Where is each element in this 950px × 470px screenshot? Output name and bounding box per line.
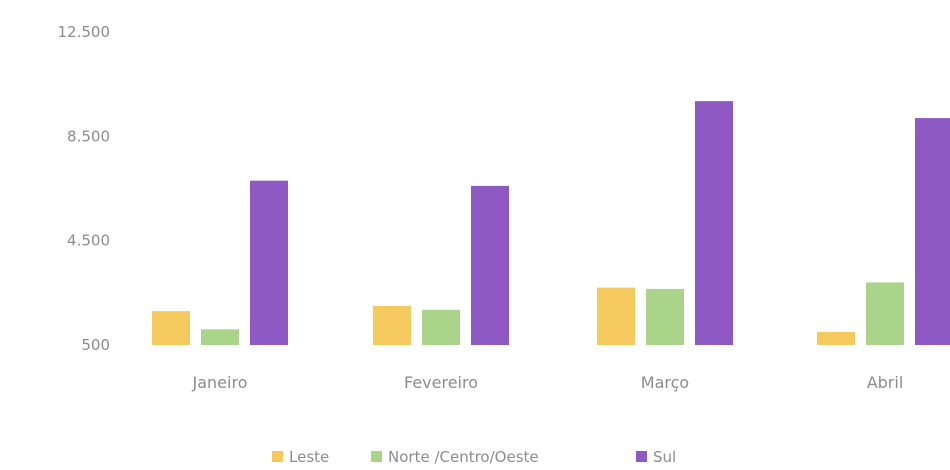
legend-label: Leste [289,448,329,466]
legend-label: Norte /Centro/Oeste [388,448,539,466]
y-tick-label: 12.500 [58,23,111,41]
y-tick-label: 8.500 [67,127,110,145]
x-tick-label: Março [641,373,689,392]
bar-leste-fevereiro [373,305,411,345]
bar-norte-centro-oeste-janeiro [201,329,239,345]
bar-norte-centro-oeste-mar-o [646,288,684,345]
bar-norte-centro-oeste-fevereiro [422,309,460,345]
bar-leste-abril [817,331,855,345]
bar-norte-centro-oeste-abril [866,282,904,345]
y-tick-label: 500 [81,336,110,354]
legend-swatch [371,451,382,462]
bar-leste-janeiro [152,311,190,345]
legend-label: Sul [653,448,676,466]
legend-swatch [272,451,283,462]
x-tick-label: Janeiro [192,373,248,392]
bar-leste-mar-o [597,287,635,345]
bar-sul-fevereiro [471,185,509,345]
x-tick-label: Abril [867,373,904,392]
y-tick-label: 4.500 [67,232,110,250]
legend-swatch [636,451,647,462]
bar-sul-mar-o [695,101,733,345]
bar-sul-janeiro [250,180,288,345]
bar-sul-abril [915,118,950,345]
x-tick-label: Fevereiro [404,373,478,392]
